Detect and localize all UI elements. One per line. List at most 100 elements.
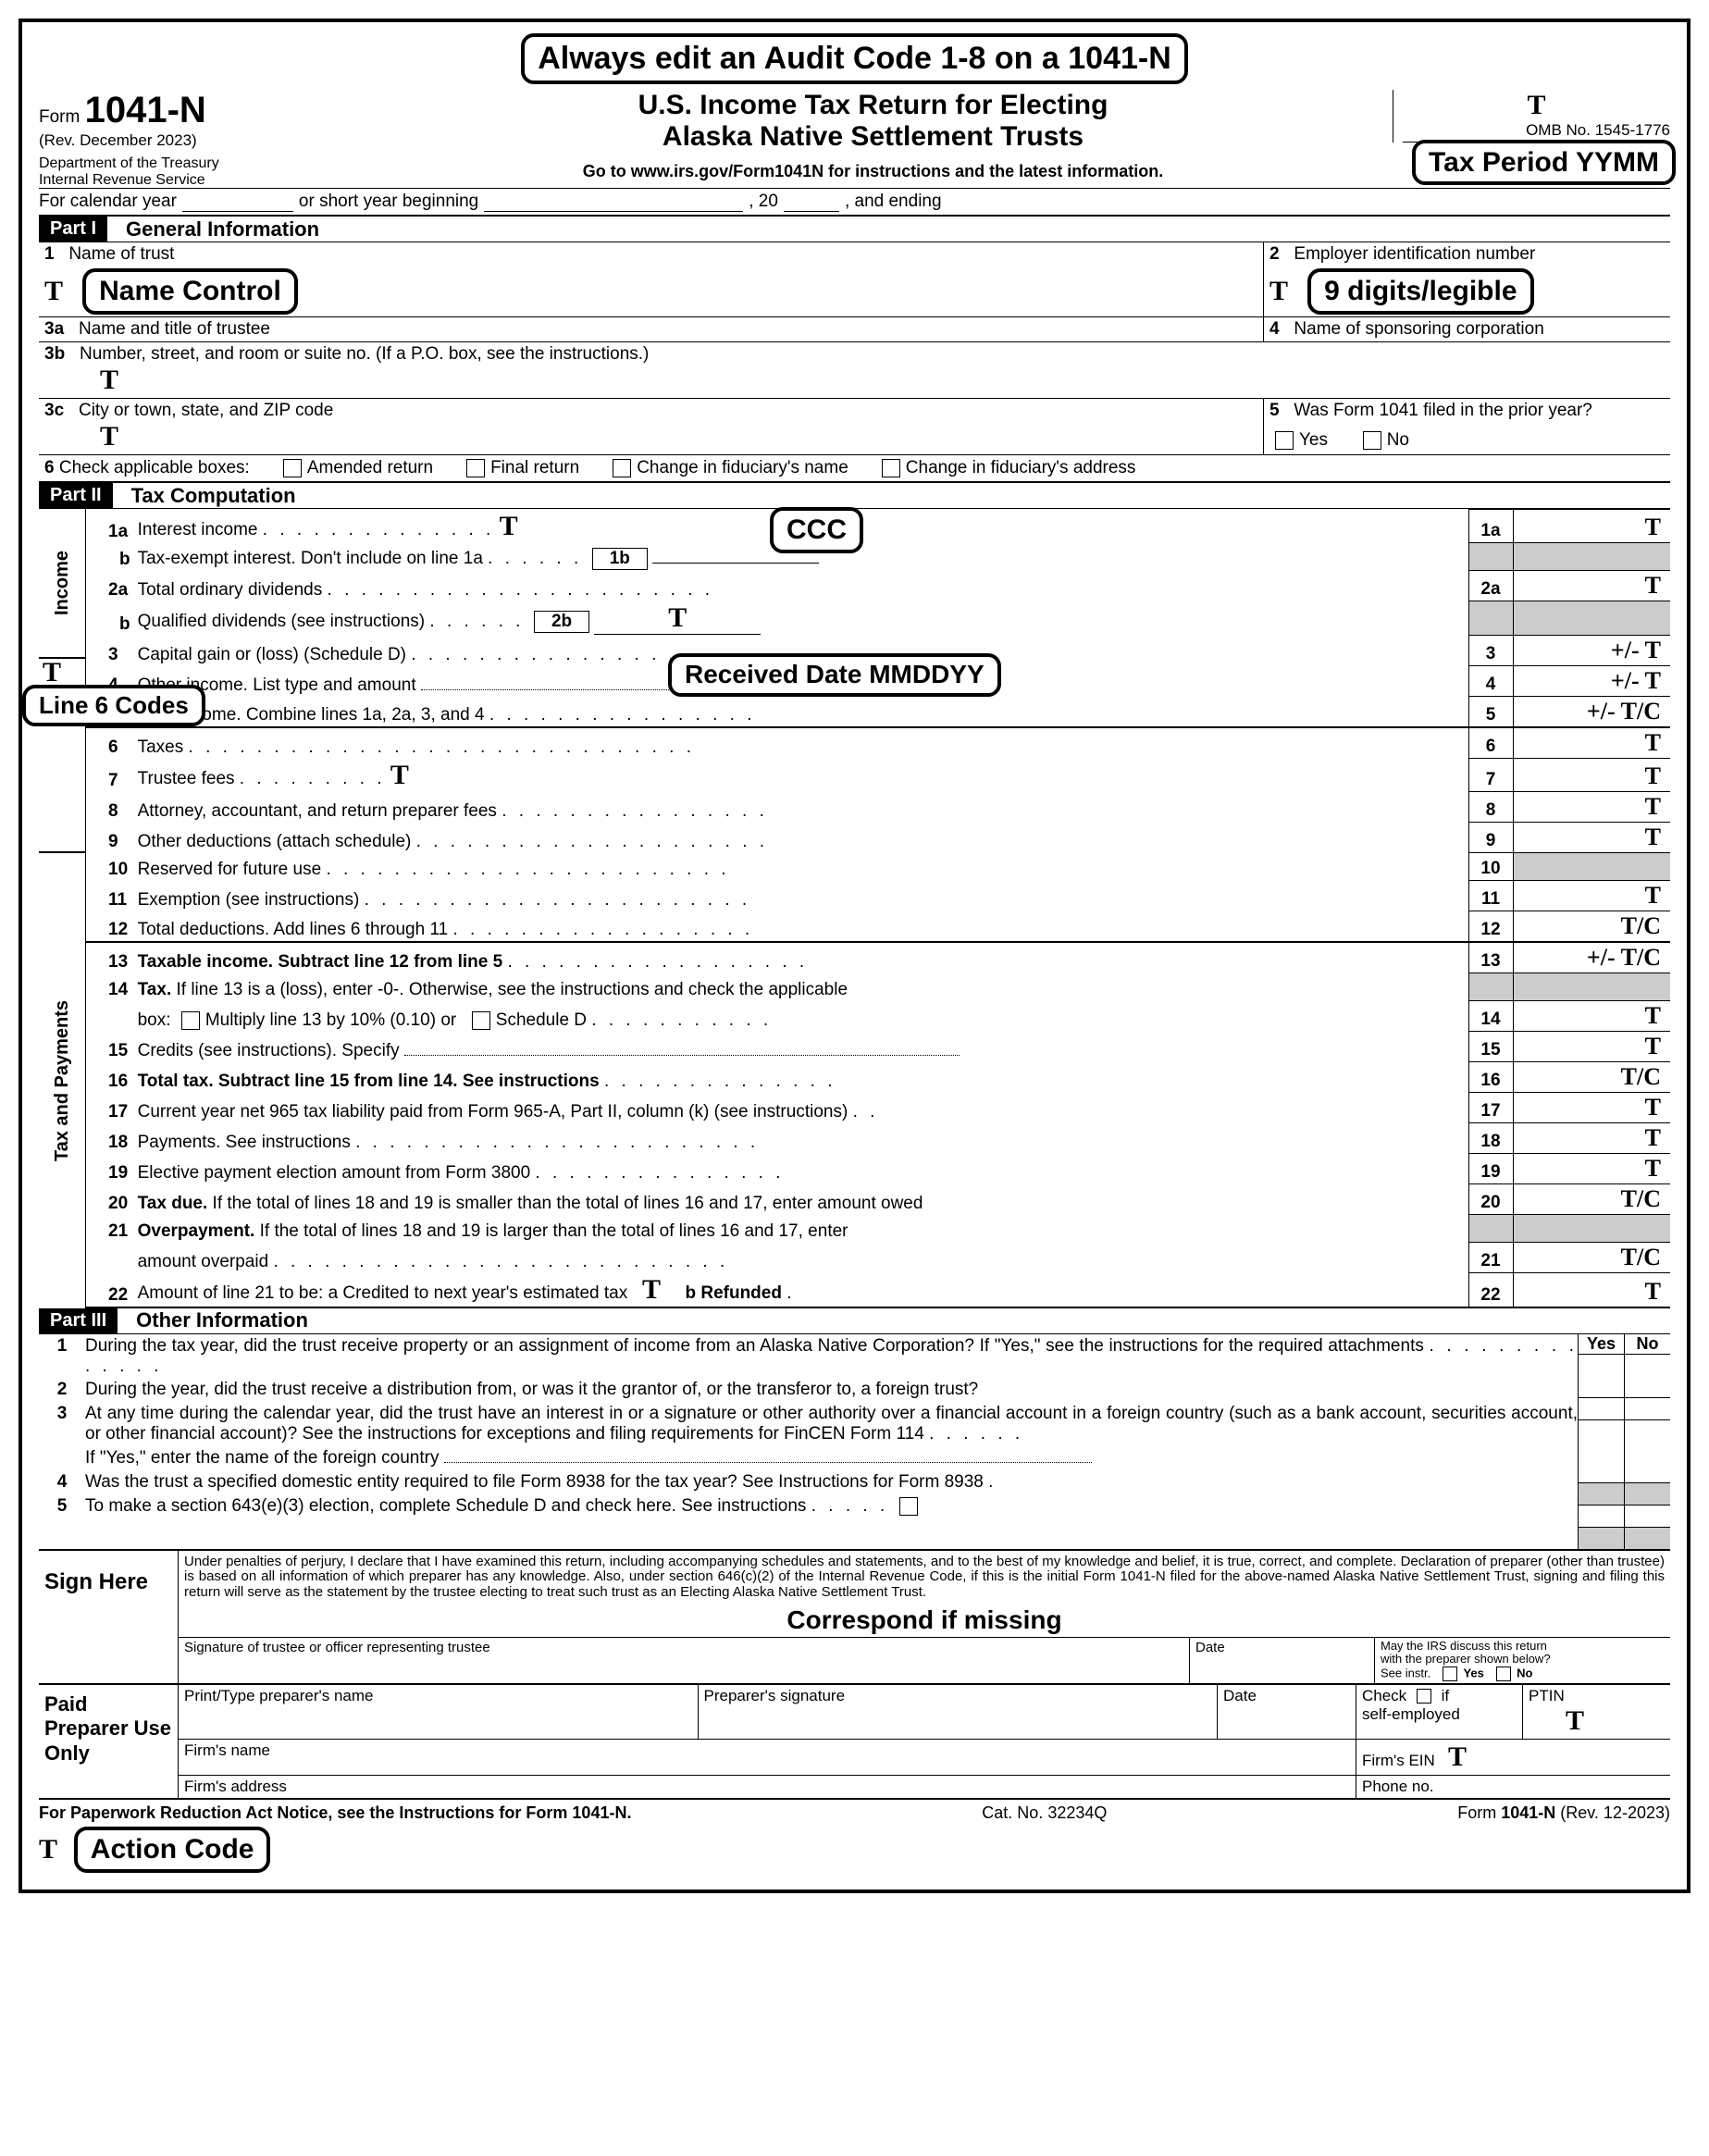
line-7: 7 Trustee fees . . . . . . . . . T 7 T xyxy=(86,759,1670,792)
prior-yes-checkbox[interactable] xyxy=(1275,431,1294,450)
short-year-yy[interactable] xyxy=(784,211,839,212)
city-label: City or town, state, and ZIP code xyxy=(79,401,333,420)
part1-header: Part I General Information xyxy=(39,215,1670,242)
dept-irs: Internal Revenue Service xyxy=(39,172,353,189)
p3-q5: 5To make a section 643(e)(3) election, c… xyxy=(39,1494,1578,1518)
paid-preparer-area: Paid Preparer Use Only Print/Type prepar… xyxy=(39,1683,1670,1798)
trustee-name-label: Name and title of trustee xyxy=(79,319,270,339)
p3-q2: 2During the year, did the trust receive … xyxy=(39,1378,1578,1402)
chname-checkbox[interactable] xyxy=(613,459,631,477)
sign-here-label: Sign Here xyxy=(39,1551,178,1683)
part1-row6: 6 Check applicable boxes: Amended return… xyxy=(39,454,1670,481)
q1-no[interactable] xyxy=(1624,1355,1670,1397)
part1-tag: Part I xyxy=(39,217,107,242)
line-22: 22 Amount of line 21 to be: a Credited t… xyxy=(86,1273,1670,1307)
street-t: T xyxy=(44,365,1665,396)
q4-no[interactable] xyxy=(1624,1505,1670,1527)
line-2b: b Qualified dividends (see instructions)… xyxy=(86,601,1670,636)
line-11: 11 Exemption (see instructions) . . . . … xyxy=(86,881,1670,911)
p3-yes-header: Yes xyxy=(1578,1334,1624,1354)
line-16: 16 Total tax. Subtract line 15 from line… xyxy=(86,1062,1670,1093)
dept-treasury: Department of the Treasury xyxy=(39,155,353,172)
line-2a: 2a Total ordinary dividends . . . . . . … xyxy=(86,571,1670,601)
p3-yesno-col: Yes No xyxy=(1578,1334,1670,1549)
part2-tag: Part II xyxy=(39,483,113,508)
page-footer: For Paperwork Reduction Act Notice, see … xyxy=(39,1798,1670,1823)
q2-no[interactable] xyxy=(1624,1398,1670,1419)
part3-tag: Part III xyxy=(39,1308,118,1333)
643e3-checkbox[interactable] xyxy=(899,1497,918,1516)
q3-no[interactable] xyxy=(1624,1420,1670,1482)
taxpay-side-label: Tax and Payments xyxy=(52,1000,73,1161)
form-page: Always edit an Audit Code 1-8 on a 1041-… xyxy=(19,19,1690,1893)
trustee-sig-label: Signature of trustee or officer represen… xyxy=(179,1638,1189,1683)
tax-computation-table: 1a Interest income . . . . . . . . . . .… xyxy=(86,509,1670,1308)
line-1b: b Tax-exempt interest. Don't include on … xyxy=(86,543,1670,571)
firm-name-label: Firm's name xyxy=(179,1740,1356,1775)
cal-year-field[interactable] xyxy=(182,211,293,212)
city-t: T xyxy=(44,421,1257,452)
ccc-callout: CCC xyxy=(770,507,863,553)
part3-title: Other Information xyxy=(118,1308,308,1332)
line-17: 17 Current year net 965 tax liability pa… xyxy=(86,1093,1670,1123)
line6-codes-callout: Line 6 Codes xyxy=(22,685,205,726)
tax-period-callout: Tax Period YYMM xyxy=(1412,140,1676,185)
prior-no-checkbox[interactable] xyxy=(1363,431,1381,450)
line-20: 20 Tax due. If the total of lines 18 and… xyxy=(86,1184,1670,1215)
income-side-label: Income xyxy=(52,551,73,615)
part2-body: Income T Tax and Payments Line 6 Codes C… xyxy=(39,509,1670,1308)
discuss-no-checkbox[interactable] xyxy=(1496,1667,1511,1681)
part1-row3a: 3a Name and title of trustee 4 Name of s… xyxy=(39,316,1670,341)
ein-t: T xyxy=(1269,276,1288,306)
q2-yes[interactable] xyxy=(1578,1398,1624,1419)
final-checkbox[interactable] xyxy=(466,459,485,477)
ptin-label: PTIN xyxy=(1529,1687,1565,1704)
p3-q3: 3At any time during the calendar year, d… xyxy=(39,1402,1578,1446)
form-header: Form 1041-N (Rev. December 2023) Departm… xyxy=(39,90,1670,188)
firm-ein-t: T xyxy=(1448,1741,1467,1772)
form-number: 1041-N xyxy=(85,90,206,130)
line-18: 18 Payments. See instructions . . . . . … xyxy=(86,1123,1670,1154)
audit-code-callout: Always edit an Audit Code 1-8 on a 1041-… xyxy=(521,33,1188,84)
line-19: 19 Elective payment election amount from… xyxy=(86,1154,1670,1184)
p3-no-header: No xyxy=(1624,1334,1670,1354)
cat-no: Cat. No. 32234Q xyxy=(982,1803,1107,1823)
part3-header: Part III Other Information xyxy=(39,1308,1670,1334)
amended-checkbox[interactable] xyxy=(283,459,302,477)
q4-yes[interactable] xyxy=(1578,1505,1624,1527)
ein-label: Employer identification number xyxy=(1294,244,1535,264)
line-14b: box: Multiply line 13 by 10% (0.10) or S… xyxy=(86,1001,1670,1032)
firm-addr-label: Firm's address xyxy=(179,1776,1356,1798)
l14-schd-checkbox[interactable] xyxy=(472,1011,490,1030)
chaddr-checkbox[interactable] xyxy=(882,459,900,477)
short-year-begin[interactable] xyxy=(484,211,743,212)
correspond-callout: Correspond if missing xyxy=(179,1604,1670,1637)
header-t-mark: T xyxy=(1403,90,1670,121)
line-5: 5 Total income. Combine lines 1a, 2a, 3,… xyxy=(86,697,1670,728)
line-14a: 14 Tax. Tax. If line 13 is a (loss), ent… xyxy=(86,973,1670,1001)
name-of-trust-label: Name of trust xyxy=(68,244,174,264)
line-6: 6 Taxes . . . . . . . . . . . . . . . . … xyxy=(86,727,1670,759)
part1-row3b: 3b Number, street, and room or suite no.… xyxy=(39,341,1670,398)
part1-title: General Information xyxy=(107,217,319,242)
form-label: Form xyxy=(39,107,80,127)
ptin-t: T xyxy=(1529,1705,1584,1736)
line-15: 15 Credits (see instructions). Specify 1… xyxy=(86,1032,1670,1062)
l14-10pct-checkbox[interactable] xyxy=(181,1011,200,1030)
action-code-row: T Action Code xyxy=(39,1827,1670,1873)
trust-name-t: T xyxy=(44,276,63,306)
name-control-callout: Name Control xyxy=(82,268,298,315)
received-date-callout: Received Date MMDDYY xyxy=(668,653,1001,697)
part2-title: Tax Computation xyxy=(113,484,296,508)
line-8: 8 Attorney, accountant, and return prepa… xyxy=(86,792,1670,823)
preparer-name-label: Print/Type preparer's name xyxy=(179,1685,698,1739)
discuss-yes-checkbox[interactable] xyxy=(1443,1667,1457,1681)
street-label: Number, street, and room or suite no. (I… xyxy=(80,344,649,364)
self-employed-checkbox[interactable] xyxy=(1417,1689,1431,1704)
q1-yes[interactable] xyxy=(1578,1355,1624,1397)
q3-yes[interactable] xyxy=(1578,1420,1624,1482)
ein-callout: 9 digits/legible xyxy=(1307,268,1533,315)
part1-row3c: 3c City or town, state, and ZIP code T 5… xyxy=(39,398,1670,454)
paid-preparer-label: Paid Preparer Use Only xyxy=(39,1685,178,1798)
firm-phone-label: Phone no. xyxy=(1356,1776,1670,1798)
